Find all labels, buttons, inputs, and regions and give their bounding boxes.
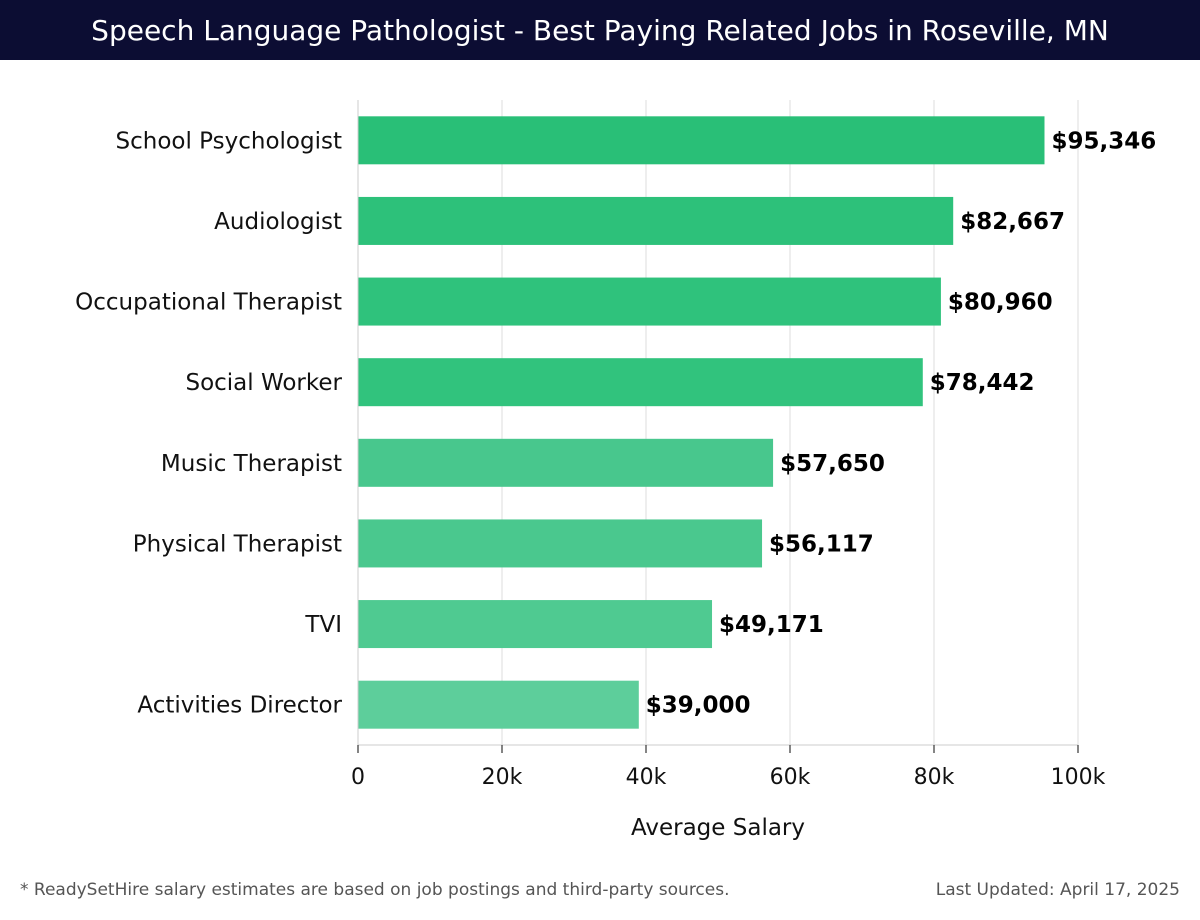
bar [358,438,774,487]
chart-header: Speech Language Pathologist - Best Payin… [0,0,1200,60]
bar [358,116,1045,165]
last-updated: Last Updated: April 17, 2025 [935,880,1180,900]
bar [358,277,941,326]
category-label: Social Worker [185,370,342,396]
value-label: $82,667 [960,209,1065,235]
bar [358,600,713,649]
category-label: Occupational Therapist [75,290,342,316]
category-label: Music Therapist [161,451,342,477]
value-label: $80,960 [948,290,1053,316]
salary-bar-chart: 0 20k 40k 60k 80k 100k Average Salary School P… [75,100,1156,841]
category-label: Activities Director [137,693,342,719]
x-tick-label: 20k [482,765,523,790]
value-label: $57,650 [780,451,885,477]
x-axis-title: Average Salary [631,815,805,841]
x-tick-label: 40k [626,765,667,790]
x-tick-label: 60k [770,765,811,790]
value-label: $49,171 [719,612,824,638]
axes: 0 20k 40k 60k 80k 100k Average Salary [351,100,1106,841]
category-label: TVI [304,612,342,638]
x-tick-label: 0 [351,765,365,790]
value-label: $56,117 [769,531,874,557]
bar [358,519,763,568]
category-label: Physical Therapist [133,531,342,557]
bar [358,196,954,245]
labels: School Psychologist $95,346 Audiologist $82… [75,128,1156,718]
footnote: * ReadySetHire salary estimates are base… [20,880,730,900]
x-tick-label: 80k [914,765,955,790]
grid-lines [357,100,1079,745]
x-tick-label: 100k [1051,765,1106,790]
chart-footer: * ReadySetHire salary estimates are base… [0,876,1200,908]
value-label: $78,442 [930,370,1035,396]
chart-title: Speech Language Pathologist - Best Payin… [91,13,1109,47]
category-label: School Psychologist [116,128,342,154]
category-label: Audiologist [214,209,342,235]
bar [358,680,639,729]
bars [358,116,1045,729]
bar [358,358,923,407]
value-label: $95,346 [1051,128,1156,154]
value-label: $39,000 [646,693,751,719]
